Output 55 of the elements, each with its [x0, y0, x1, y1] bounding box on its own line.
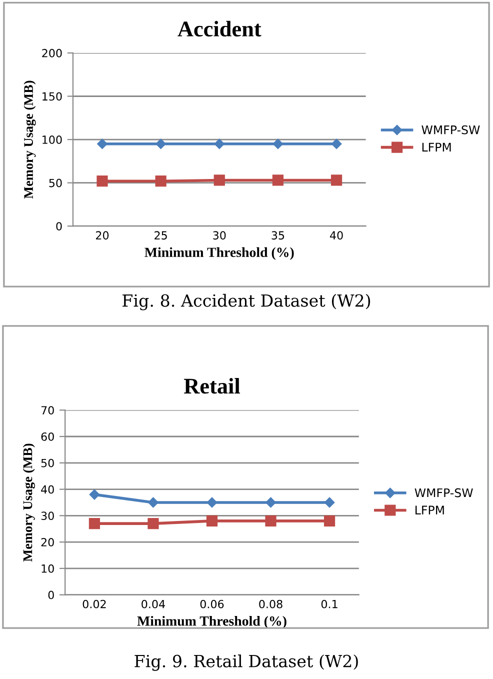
caption: Fig. 8. Accident Dataset (W2)	[122, 294, 370, 310]
x-tick-label: 0.1	[321, 600, 338, 608]
y-tick-label: 40	[41, 485, 54, 494]
y-tick-label: 20	[41, 538, 54, 546]
y-tick-label: 100	[42, 136, 62, 144]
y-tick-label: 50	[49, 178, 62, 188]
y-tick-label: 0	[48, 590, 54, 600]
chart-title: Retail	[184, 378, 240, 394]
point	[156, 138, 166, 149]
y-tick-label: 30	[41, 512, 54, 520]
point	[330, 174, 342, 186]
x-tick-label: 0.08	[259, 600, 282, 608]
y-tick-label: 60	[41, 432, 54, 441]
point	[97, 138, 108, 149]
point	[88, 518, 100, 530]
point	[148, 497, 158, 508]
y-tick-label: 10	[42, 564, 54, 573]
y-tick-label: 150	[42, 92, 62, 101]
y-tick-label: 50	[41, 458, 54, 468]
point	[324, 497, 335, 508]
x-tick-label: 0.06	[200, 600, 224, 608]
x-tick-label: 35	[272, 231, 284, 240]
x-tick-label: 25	[154, 231, 167, 240]
y-axis-title: Memory Usage (MB)	[22, 444, 35, 562]
point	[206, 515, 218, 526]
x-axis-title: Minimum Threshold (%)	[144, 247, 294, 260]
point	[272, 174, 284, 186]
legend-label: WMFP-SW	[414, 488, 473, 498]
x-tick-label: 0.04	[142, 600, 165, 608]
point	[214, 174, 225, 186]
caption: Fig. 9. Retail Dataset (W2)	[134, 654, 358, 671]
x-tick-label: 20	[96, 231, 109, 240]
point	[214, 138, 224, 149]
legend-label: LFPM	[416, 506, 444, 514]
chart-title: Accident	[178, 20, 262, 37]
point	[155, 176, 166, 187]
y-tick-label: 70	[41, 406, 54, 414]
y-axis-title: Memory Usage (MB)	[24, 80, 36, 199]
point	[266, 497, 276, 508]
point	[331, 138, 342, 149]
legend-label: WMFP-SW	[422, 125, 480, 134]
point	[89, 489, 100, 500]
x-tick-label: 40	[330, 231, 343, 240]
y-tick-label: 0	[56, 222, 62, 230]
x-axis-title: Minimum Threshold (%)	[137, 616, 286, 629]
legend-label: LFPM	[422, 142, 451, 152]
point	[272, 138, 284, 149]
point	[265, 515, 276, 526]
point	[148, 518, 159, 530]
point	[206, 497, 218, 508]
x-tick-label: 30	[213, 231, 226, 240]
y-tick-label: 200	[42, 48, 62, 58]
point	[324, 515, 336, 526]
x-tick-label: 0.02	[82, 600, 106, 608]
point	[96, 176, 108, 187]
